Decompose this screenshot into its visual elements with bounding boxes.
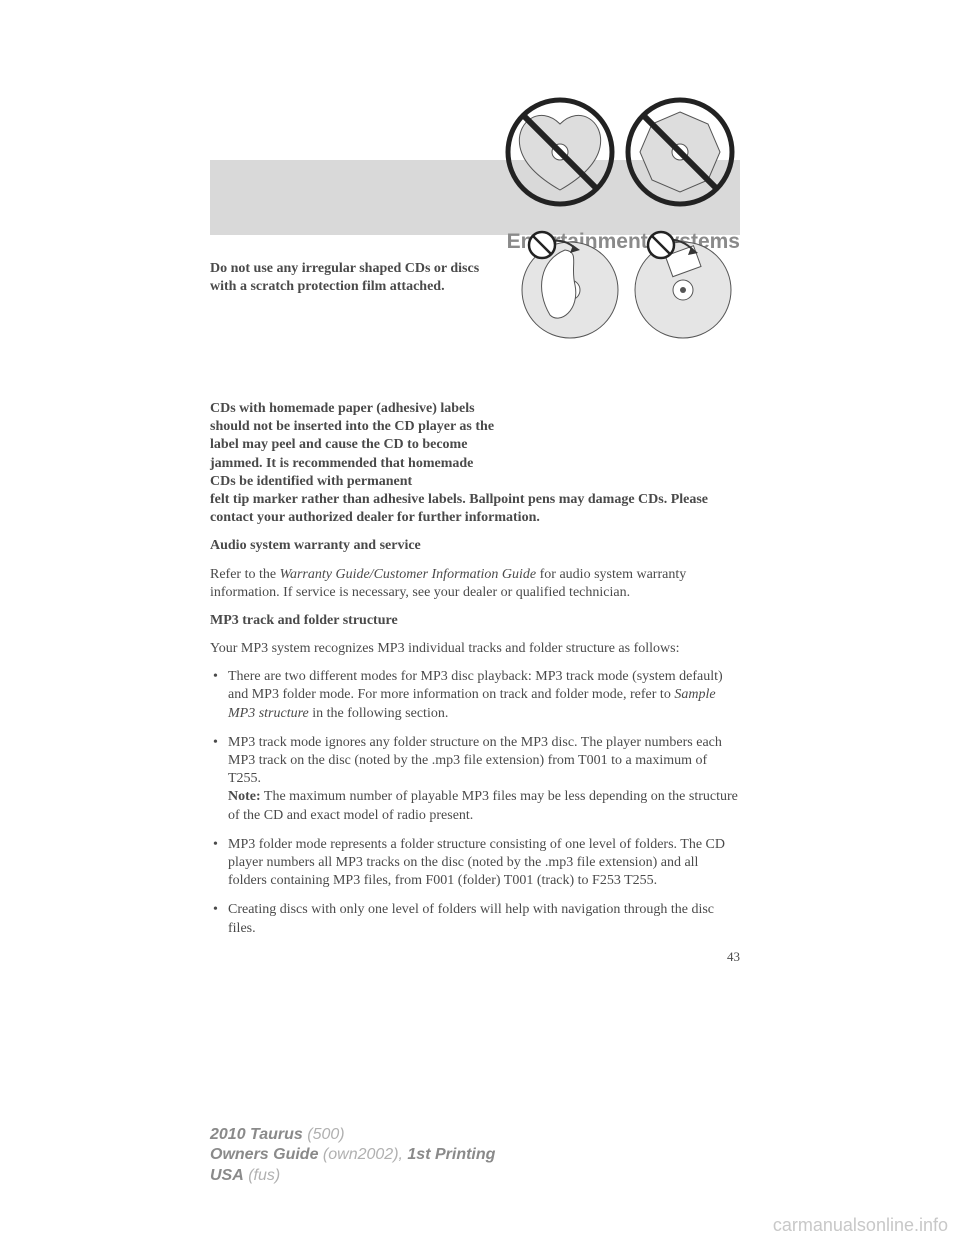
bullet-3: MP3 folder mode represents a folder stru… [228,836,740,891]
footer-line1: 2010 Taurus (500) [210,1125,495,1146]
b2-note-text: The maximum number of playable MP3 files… [228,789,738,822]
footer-model-code: (500) [303,1126,345,1143]
b1-post: in the following section. [309,706,449,721]
bullet-1: There are two different modes for MP3 di… [228,668,740,723]
paragraph-mp3-intro: Your MP3 system recognizes MP3 individua… [210,640,740,658]
figure-adhesive-labels [515,225,740,345]
irregular-cds-icon [505,90,740,215]
paragraph-adhesive-labels: CDs with homemade paper (adhesive) label… [210,400,740,527]
figure-irregular-cds [505,90,740,215]
heading-warranty: Audio system warranty and service [210,537,740,555]
footer-region: USA [210,1167,244,1184]
footer-line2: Owners Guide (own2002), 1st Printing [210,1145,495,1166]
body-content: Do not use any irregular shaped CDs or d… [210,260,740,965]
bullet-list: There are two different modes for MP3 di… [210,668,740,937]
bullet-4: Creating discs with only one level of fo… [228,901,740,937]
page-number: 43 [210,949,740,965]
footer-region-code: (fus) [244,1167,280,1184]
b1-pre: There are two different modes for MP3 di… [228,669,723,702]
footer-line3: USA (fus) [210,1166,495,1187]
b2-note-label: Note: [228,789,261,804]
watermark: carmanualsonline.info [773,1215,948,1236]
paragraph-warranty: Refer to the Warranty Guide/Customer Inf… [210,566,740,602]
p3-pre: Refer to the [210,567,280,582]
heading-mp3: MP3 track and folder structure [210,612,740,630]
adhesive-labels-icon [515,225,740,345]
b2-pre: MP3 track mode ignores any folder struct… [228,735,722,786]
b4-pre: Creating discs with only one level of fo… [228,902,714,935]
paragraph-irregular-cds: Do not use any irregular shaped CDs or d… [210,260,490,390]
bullet-2: MP3 track mode ignores any folder struct… [228,734,740,825]
footer-model: 2010 Taurus [210,1126,303,1143]
footer: 2010 Taurus (500) Owners Guide (own2002)… [210,1125,495,1187]
p3-italic: Warranty Guide/Customer Information Guid… [280,567,537,582]
footer-guide-code: (own2002) [318,1146,398,1163]
b3-pre: MP3 folder mode represents a folder stru… [228,837,725,888]
footer-printing: 1st Printing [407,1146,495,1163]
footer-guide: Owners Guide [210,1146,318,1163]
